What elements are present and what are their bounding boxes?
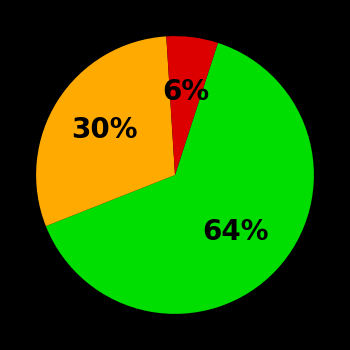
Wedge shape	[36, 36, 175, 226]
Text: 64%: 64%	[203, 218, 269, 246]
Wedge shape	[46, 43, 314, 314]
Wedge shape	[166, 36, 218, 175]
Text: 6%: 6%	[162, 78, 209, 106]
Text: 30%: 30%	[71, 116, 138, 144]
